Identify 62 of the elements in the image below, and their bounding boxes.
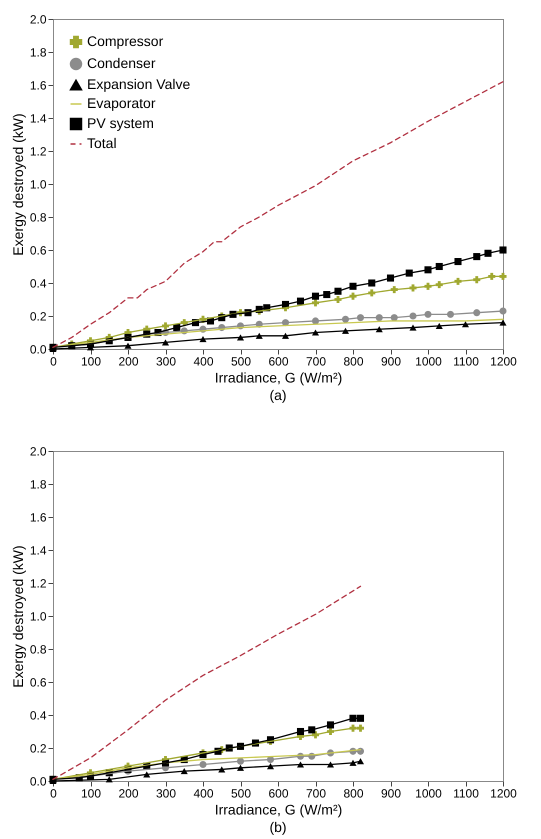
x-tick-label: 200 bbox=[118, 786, 139, 800]
y-tick-label: 1.4 bbox=[30, 112, 47, 126]
x-axis-title: Irradiance, G (W/m²) bbox=[214, 802, 342, 818]
x-tick-label: 100 bbox=[80, 786, 102, 800]
x-tick-label: 1100 bbox=[453, 354, 480, 368]
y-tick-label: 1.6 bbox=[30, 78, 47, 92]
x-tick-label: 1100 bbox=[453, 786, 480, 800]
y-tick-label: 2.0 bbox=[30, 444, 47, 458]
x-tick-label: 500 bbox=[230, 786, 252, 800]
legend-label: Total bbox=[87, 135, 117, 151]
y-tick-label: 1.8 bbox=[30, 478, 47, 492]
y-tick-label: 0.8 bbox=[30, 642, 47, 656]
y-tick-label: 1.4 bbox=[30, 544, 47, 558]
text: (b) bbox=[269, 819, 287, 835]
x-tick-label: 0 bbox=[50, 786, 58, 800]
legend-label: Expansion Valve bbox=[87, 76, 190, 92]
y-axis-title: Exergy destroyed (kW) bbox=[10, 113, 26, 256]
y-tick-label: 0.0 bbox=[30, 774, 47, 788]
x-tick-label: 1200 bbox=[490, 354, 518, 368]
x-axis-title: Irradiance, G (W/m²) bbox=[214, 370, 342, 386]
legend-label: PV system bbox=[87, 115, 154, 131]
x-tick-label: 400 bbox=[193, 354, 214, 368]
x-tick-label: 300 bbox=[156, 354, 176, 368]
x-tick-label: 900 bbox=[380, 354, 402, 368]
x-tick-label: 800 bbox=[343, 786, 364, 800]
x-tick-label: 800 bbox=[343, 354, 364, 368]
y-tick-label: 1.0 bbox=[30, 178, 47, 192]
legend-label: Compressor bbox=[87, 33, 164, 49]
x-tick-label: 200 bbox=[118, 354, 139, 368]
legend-label: Condenser bbox=[87, 55, 156, 71]
x-tick-label: 1000 bbox=[415, 354, 442, 368]
y-tick-label: 0.6 bbox=[30, 244, 47, 258]
y-tick-label: 0.2 bbox=[30, 310, 47, 324]
x-tick-label: 400 bbox=[193, 786, 214, 800]
y-tick-label: 0.2 bbox=[30, 742, 47, 756]
legend-label: Evaporator bbox=[87, 95, 156, 111]
x-tick-label: 100 bbox=[80, 354, 102, 368]
y-tick-label: 0.0 bbox=[30, 342, 47, 356]
y-tick-label: 0.4 bbox=[30, 708, 47, 722]
y-tick-label: 2.0 bbox=[30, 12, 47, 26]
x-tick-label: 300 bbox=[156, 786, 176, 800]
point bbox=[499, 272, 507, 280]
x-tick-label: 1000 bbox=[415, 786, 442, 800]
x-tick-label: 500 bbox=[230, 354, 252, 368]
x-tick-label: 0 bbox=[50, 354, 58, 368]
point bbox=[356, 758, 364, 764]
x-tick-label: 1200 bbox=[490, 786, 518, 800]
y-tick-label: 1.2 bbox=[30, 576, 47, 590]
y-axis-title: Exergy destroyed (kW) bbox=[10, 545, 26, 688]
y-tick-label: 0.4 bbox=[30, 276, 47, 290]
x-tick-label: 700 bbox=[306, 354, 326, 368]
y-tick-label: 1.6 bbox=[30, 510, 47, 524]
y-tick-label: 1.2 bbox=[30, 144, 47, 158]
text: (a) bbox=[269, 387, 287, 403]
x-tick-label: 900 bbox=[380, 786, 402, 800]
y-tick-label: 0.8 bbox=[30, 210, 47, 224]
x-tick-label: 600 bbox=[268, 354, 289, 368]
y-tick-label: 1.0 bbox=[30, 610, 47, 624]
x-tick-label: 600 bbox=[268, 786, 289, 800]
x-tick-label: 700 bbox=[306, 786, 326, 800]
y-tick-label: 1.8 bbox=[30, 46, 47, 60]
y-tick-label: 0.6 bbox=[30, 676, 47, 690]
